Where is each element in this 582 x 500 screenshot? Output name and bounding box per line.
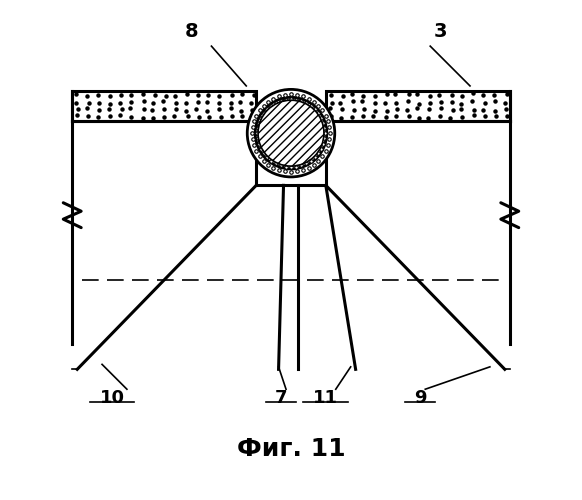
Bar	[72, 91, 256, 120]
Circle shape	[258, 100, 324, 166]
Text: 7: 7	[275, 389, 288, 407]
Circle shape	[247, 90, 335, 177]
Circle shape	[255, 98, 327, 169]
Text: 8: 8	[184, 22, 198, 41]
Text: 10: 10	[100, 389, 125, 407]
Text: 11: 11	[313, 389, 338, 407]
Text: Фиг. 11: Фиг. 11	[237, 437, 345, 461]
Text: 3: 3	[434, 22, 447, 41]
Bar	[326, 91, 510, 120]
Text: 9: 9	[414, 389, 427, 407]
